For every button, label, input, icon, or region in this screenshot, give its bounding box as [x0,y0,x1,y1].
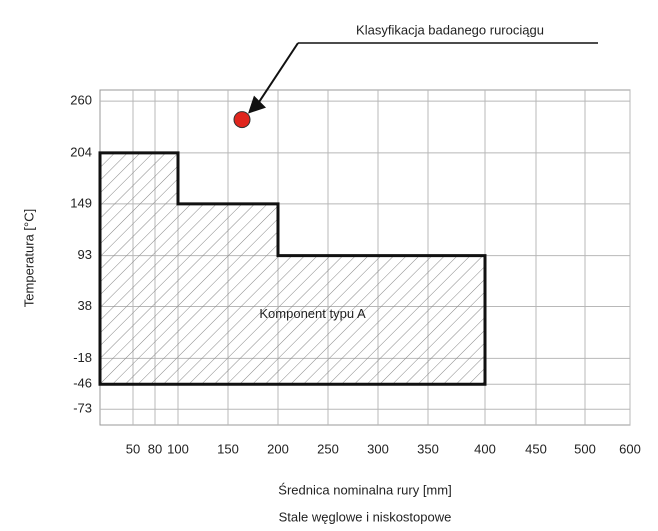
y-tick-label: -46 [73,376,92,391]
y-tick-label: 204 [70,144,92,159]
x-tick-label: 600 [619,441,641,456]
region-label: Komponent typu A [259,306,366,321]
x-tick-label: 250 [317,441,339,456]
y-tick-label: 260 [70,93,92,108]
x-tick-label: 150 [217,441,239,456]
annotation: Klasyfikacja badanego rurociągu [356,22,544,37]
annotation-leader [257,42,299,105]
x-tick-label: 80 [148,441,162,456]
y-tick-label: 149 [70,195,92,210]
y-axis-label: Temperatura [°C] [21,209,36,307]
y-tick-label: -73 [73,401,92,416]
x-tick-label: 450 [525,441,547,456]
region [98,151,487,386]
arrow-head [248,95,266,114]
y-tick-label: 38 [78,298,92,313]
x-tick-label: 50 [126,441,140,456]
x-tick-label: 400 [474,441,496,456]
x-tick-label: 200 [267,441,289,456]
x-tick-label: 300 [367,441,389,456]
data-point [233,111,251,129]
x-tick-label: 350 [417,441,439,456]
x-tick-label: 500 [574,441,596,456]
y-tick-label: 93 [78,247,92,262]
subtitle: Stale węglowe i niskostopowe [279,509,452,524]
x-axis-label: Średnica nominalna rury [mm] [278,482,451,497]
y-tick-label: -18 [73,350,92,365]
x-tick-label: 100 [167,441,189,456]
